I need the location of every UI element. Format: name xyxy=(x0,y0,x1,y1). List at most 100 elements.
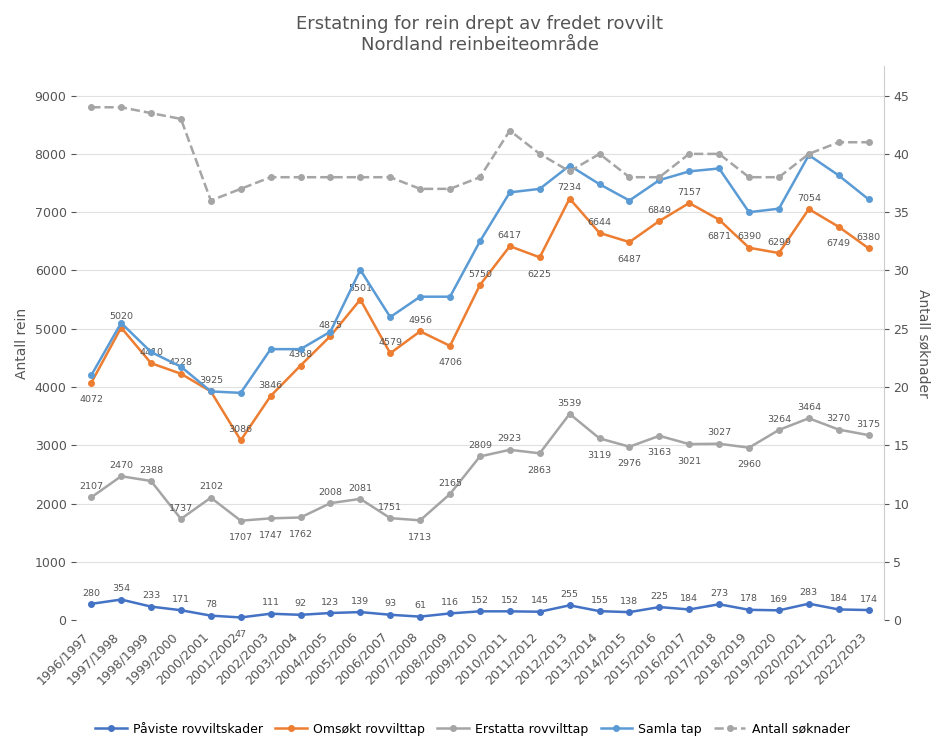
Omsøkt rovvilttap xyxy=(593,229,604,238)
Omsøkt rovvilttap xyxy=(743,244,754,252)
Antall søknader xyxy=(772,173,784,182)
Påviste rovviltskader xyxy=(295,610,306,619)
Samla tap xyxy=(474,237,485,246)
Påviste rovviltskader xyxy=(833,605,844,614)
Omsøkt rovvilttap xyxy=(503,242,514,251)
Omsøkt rovvilttap xyxy=(862,244,873,252)
Text: 1707: 1707 xyxy=(228,533,252,542)
Text: 1747: 1747 xyxy=(259,531,282,540)
Samla tap xyxy=(115,318,126,327)
Antall søknader xyxy=(533,149,545,158)
Antall søknader xyxy=(444,185,455,193)
Erstatta rovvilttap xyxy=(683,440,694,449)
Omsøkt rovvilttap xyxy=(384,349,396,358)
Omsøkt rovvilttap xyxy=(623,238,634,247)
Text: 1751: 1751 xyxy=(378,503,402,512)
Text: 2008: 2008 xyxy=(318,488,342,497)
Samla tap xyxy=(772,204,784,213)
Samla tap xyxy=(295,344,306,353)
Text: 4579: 4579 xyxy=(378,338,402,347)
Text: 2809: 2809 xyxy=(467,441,492,450)
Erstatta rovvilttap xyxy=(623,442,634,451)
Text: 169: 169 xyxy=(769,595,787,604)
Antall søknader xyxy=(295,173,306,182)
Påviste rovviltskader xyxy=(593,607,604,616)
Erstatta rovvilttap xyxy=(743,443,754,452)
Text: 6380: 6380 xyxy=(855,233,880,242)
Line: Antall søknader: Antall søknader xyxy=(89,105,870,203)
Påviste rovviltskader xyxy=(264,610,276,619)
Erstatta rovvilttap xyxy=(862,430,873,439)
Erstatta rovvilttap xyxy=(564,409,575,418)
Text: 2976: 2976 xyxy=(616,459,641,468)
Text: 184: 184 xyxy=(680,594,698,603)
Påviste rovviltskader xyxy=(115,595,126,604)
Text: 152: 152 xyxy=(500,596,518,605)
Text: 2081: 2081 xyxy=(348,483,372,492)
Text: 152: 152 xyxy=(470,596,488,605)
Text: 4410: 4410 xyxy=(139,348,163,357)
Antall søknader xyxy=(205,196,216,205)
Omsøkt rovvilttap xyxy=(145,359,157,368)
Text: 273: 273 xyxy=(709,589,728,598)
Text: 2960: 2960 xyxy=(736,460,760,469)
Text: 1737: 1737 xyxy=(169,503,193,512)
Antall søknader xyxy=(623,173,634,182)
Antall søknader xyxy=(325,173,336,182)
Omsøkt rovvilttap xyxy=(295,361,306,370)
Text: 171: 171 xyxy=(172,595,190,604)
Text: 6871: 6871 xyxy=(706,232,731,241)
Text: 123: 123 xyxy=(321,598,339,607)
Påviste rovviltskader xyxy=(205,611,216,620)
Omsøkt rovvilttap xyxy=(833,223,844,232)
Erstatta rovvilttap xyxy=(264,514,276,523)
Text: 6644: 6644 xyxy=(587,217,611,226)
Text: 3086: 3086 xyxy=(228,425,253,434)
Samla tap xyxy=(533,185,545,193)
Text: 2165: 2165 xyxy=(438,479,462,488)
Text: 255: 255 xyxy=(560,590,578,599)
Påviste rovviltskader xyxy=(503,607,514,616)
Text: 5750: 5750 xyxy=(467,270,492,279)
Text: 7157: 7157 xyxy=(677,187,700,196)
Påviste rovviltskader xyxy=(713,600,724,609)
Antall søknader xyxy=(564,167,575,176)
Antall søknader xyxy=(683,149,694,158)
Samla tap xyxy=(145,347,157,356)
Antall søknader xyxy=(802,149,814,158)
Samla tap xyxy=(235,388,246,397)
Omsøkt rovvilttap xyxy=(235,436,246,444)
Text: 3021: 3021 xyxy=(677,456,700,465)
Antall søknader xyxy=(145,108,157,117)
Text: 4228: 4228 xyxy=(169,359,193,368)
Erstatta rovvilttap xyxy=(86,493,97,502)
Omsøkt rovvilttap xyxy=(683,199,694,208)
Påviste rovviltskader xyxy=(533,607,545,616)
Text: 4706: 4706 xyxy=(438,359,462,368)
Text: 4956: 4956 xyxy=(408,316,431,325)
Text: 2470: 2470 xyxy=(109,461,133,470)
Text: 2102: 2102 xyxy=(198,483,223,492)
Antall søknader xyxy=(593,149,604,158)
Påviste rovviltskader xyxy=(772,606,784,615)
Samla tap xyxy=(653,176,665,185)
Omsøkt rovvilttap xyxy=(564,194,575,203)
Antall søknader xyxy=(653,173,665,182)
Påviste rovviltskader xyxy=(175,606,186,615)
Erstatta rovvilttap xyxy=(533,449,545,458)
Antall søknader xyxy=(503,126,514,135)
Erstatta rovvilttap xyxy=(115,472,126,481)
Text: 155: 155 xyxy=(590,596,608,605)
Text: 3925: 3925 xyxy=(198,376,223,385)
Antall søknader xyxy=(264,173,276,182)
Påviste rovviltskader xyxy=(235,613,246,622)
Omsøkt rovvilttap xyxy=(86,379,97,388)
Samla tap xyxy=(564,161,575,170)
Erstatta rovvilttap xyxy=(444,489,455,498)
Påviste rovviltskader xyxy=(564,601,575,610)
Omsøkt rovvilttap xyxy=(175,369,186,378)
Text: 4072: 4072 xyxy=(79,395,103,404)
Samla tap xyxy=(444,292,455,301)
Text: 1713: 1713 xyxy=(408,533,431,542)
Samla tap xyxy=(264,344,276,353)
